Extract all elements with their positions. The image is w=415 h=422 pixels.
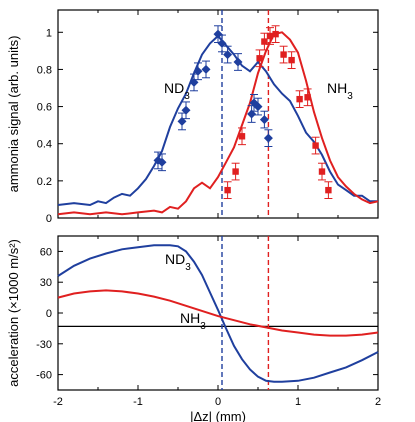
accel-nh3-label: NH3 — [180, 310, 206, 332]
signal-nh3-data-point — [312, 142, 319, 149]
signal-nd3-data-point — [223, 50, 233, 60]
signal-nd3-data-point — [157, 157, 167, 167]
signal-nh3-data-point — [256, 55, 263, 62]
signal-nh3-data-point — [261, 38, 268, 45]
accel-x-tick-label: -2 — [53, 396, 63, 408]
accel-y-tick-label: -60 — [36, 370, 52, 382]
signal-nd3-data-point — [177, 116, 187, 126]
signal-nd3-data-point — [217, 38, 227, 48]
signal-nd3-data-point — [189, 77, 199, 87]
signal-nd3-label: ND3 — [164, 80, 190, 102]
signal-nd3-data-point — [181, 105, 191, 115]
signal-nd3-data-point — [263, 133, 273, 143]
signal-nd3-data-point — [247, 109, 257, 119]
signal-nd3-data-point — [193, 66, 203, 76]
accel-y-tick-label: 30 — [40, 277, 52, 289]
signal-y-axis-title: ammonia signal (arb. units) — [6, 36, 21, 193]
accel-x-tick-label: -1 — [133, 396, 143, 408]
signal-y-tick-label: 0.8 — [37, 64, 52, 76]
accel-y-tick-label: -30 — [36, 339, 52, 351]
signal-nh3-data-point — [232, 168, 239, 175]
accel-nh3-line — [57, 289, 379, 337]
signal-nh3-data-point — [288, 56, 295, 64]
signal-y-tick-label: 1 — [46, 27, 52, 39]
signal-nh3-data-point — [280, 51, 287, 58]
signal-nh3-data-point — [272, 30, 279, 38]
accel-y-tick-label: 0 — [46, 308, 52, 320]
signal-nd3-data-point — [213, 29, 223, 39]
accel-y-axis-title: acceleration (×1000 m/s²) — [6, 239, 21, 387]
signal-nh3-label: NH3 — [327, 80, 353, 102]
signal-nh3-data-point — [318, 168, 326, 175]
accel-plot-frame — [57, 235, 379, 391]
signal-nd3-data-point — [259, 115, 269, 125]
accel-x-tick-label: 1 — [295, 396, 301, 408]
signal-nh3-data-point — [266, 32, 274, 40]
signal-y-tick-label: 0.6 — [37, 102, 52, 114]
signal-nh3-data-point — [325, 186, 332, 194]
accel-x-tick-label: 0 — [215, 396, 221, 408]
signal-nh3-data-point — [224, 186, 231, 194]
signal-nh3-data-point — [304, 94, 311, 101]
signal-y-tick-label: 0.4 — [37, 139, 52, 151]
signal-nd3-line — [57, 34, 378, 207]
signal-nh3-line — [57, 31, 379, 216]
signal-nh3-data-point — [296, 95, 303, 103]
signal-y-tick-label: 0.2 — [37, 176, 52, 188]
signal-nd3-data-point — [233, 57, 243, 67]
accel-y-tick-label: 60 — [40, 246, 52, 258]
signal-y-tick-label: 0 — [46, 213, 52, 225]
signal-nh3-data-point — [238, 133, 246, 140]
accel-x-axis-title: |Δz| (mm) — [190, 409, 246, 422]
accel-nd3-line — [57, 244, 379, 383]
signal-nd3-data-point — [253, 102, 263, 112]
signal-nd3-data-point — [201, 64, 211, 74]
accel-x-tick-label: 2 — [375, 396, 381, 408]
